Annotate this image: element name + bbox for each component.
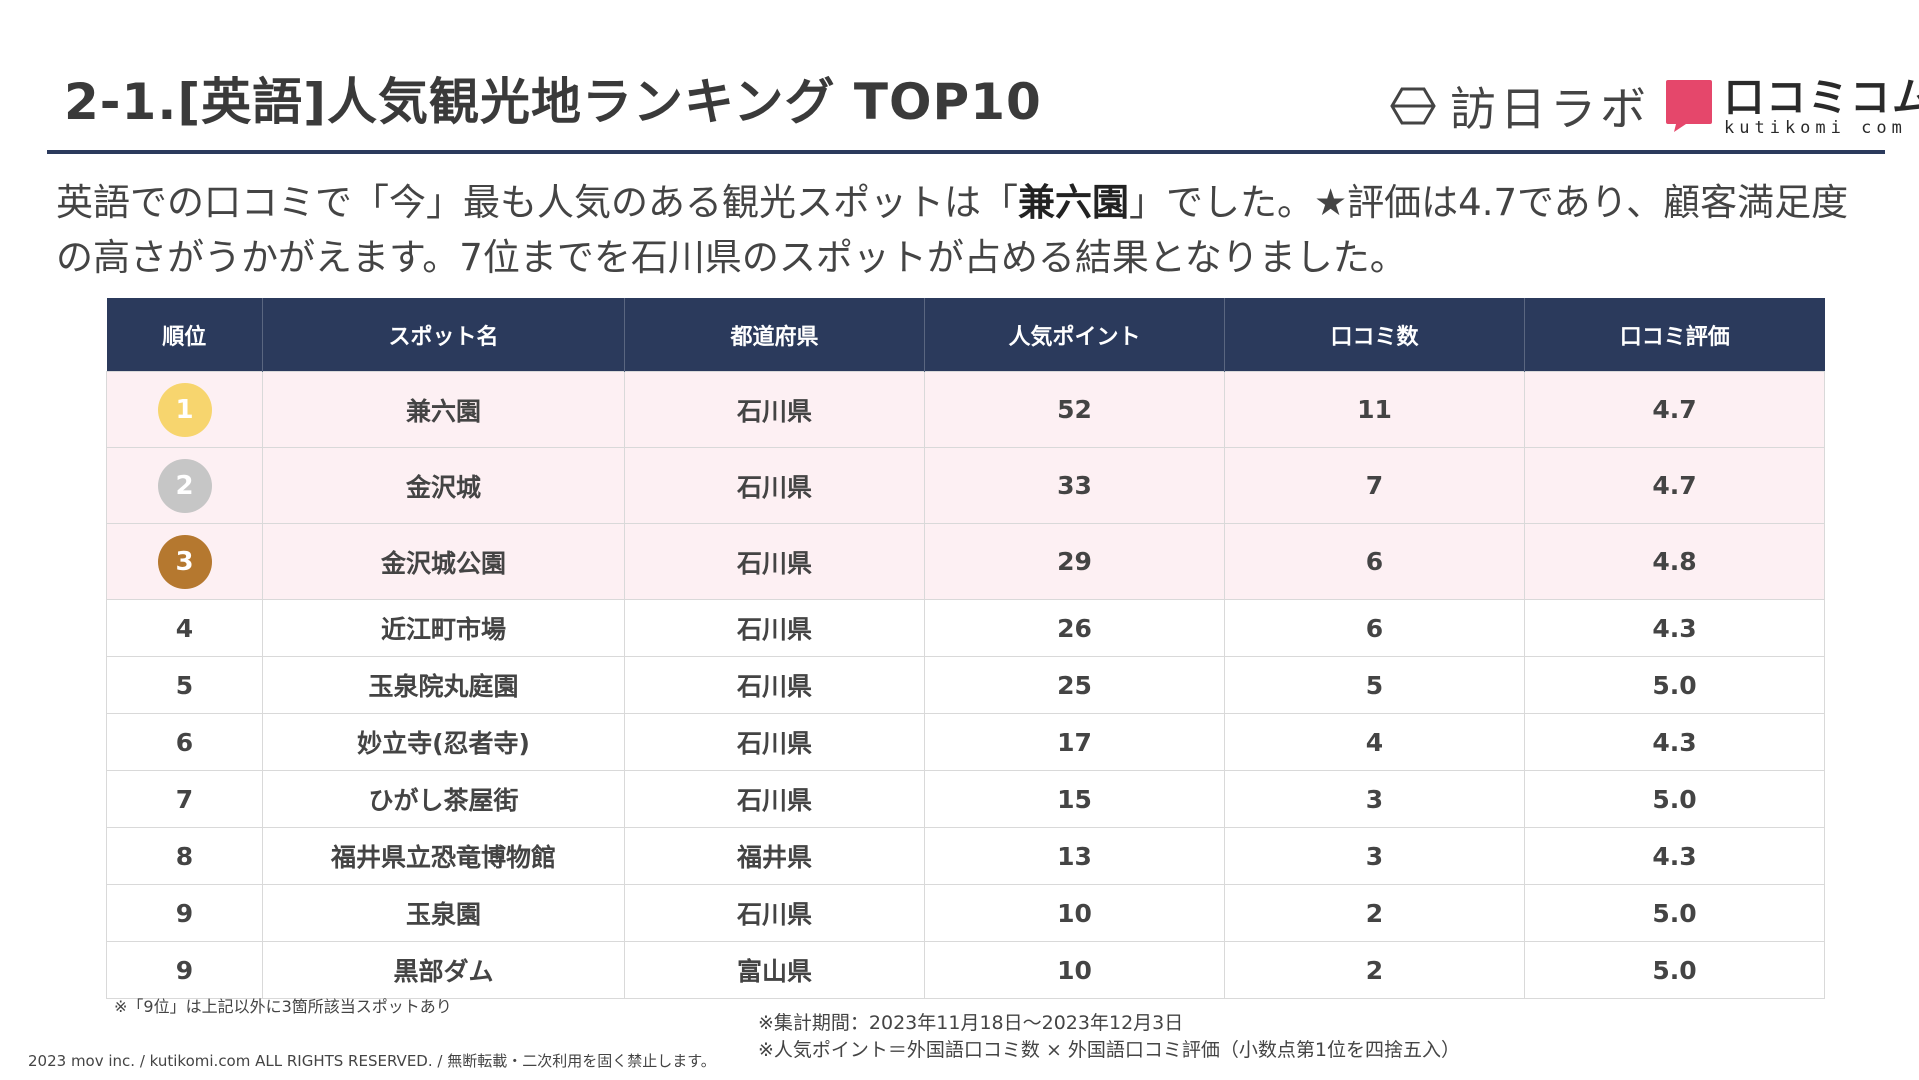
title-divider [47,150,1885,154]
points-cell: 26 [924,599,1225,657]
lead-paragraph: 英語での口コミで「今」最も人気のある観光スポットは「兼六園」でした。★評価は4.… [56,175,1866,285]
period-note: ※集計期間：2023年11月18日～2023年12月3日 [758,1012,1184,1034]
points-cell: 10 [924,884,1225,942]
tie-note: ※「9位」は上記以外に3箇所該当スポットあり [114,997,452,1016]
spot-name-cell: 玉泉院丸庭園 [262,656,625,714]
points-cell: 29 [924,523,1225,600]
table-row: 9 黒部ダム 富山県 10 2 5.0 [106,941,1825,999]
prefecture-cell: 石川県 [624,599,925,657]
table-row: 6 妙立寺(忍者寺) 石川県 17 4 4.3 [106,713,1825,771]
review-count-cell: 6 [1224,599,1525,657]
header-prefecture: 都道府県 [624,298,925,372]
rank-cell: 3 [106,523,263,600]
points-cell: 10 [924,941,1225,999]
prefecture-cell: 石川県 [624,884,925,942]
prefecture-cell: 石川県 [624,447,925,524]
formula-note: ※人気ポイント＝外国語口コミ数 × 外国語口コミ評価（小数点第1位を四捨五入） [758,1039,1461,1061]
rank-cell: 9 [106,941,263,999]
table-row: 7 ひがし茶屋街 石川県 15 3 5.0 [106,770,1825,828]
points-cell: 52 [924,371,1225,448]
review-count-cell: 2 [1224,941,1525,999]
table-row: 9 玉泉園 石川県 10 2 5.0 [106,884,1825,942]
points-cell: 33 [924,447,1225,524]
spot-name-cell: 近江町市場 [262,599,625,657]
spot-name-cell: 玉泉園 [262,884,625,942]
table-header-row: 順位 スポット名 都道府県 人気ポイント 口コミ数 口コミ評価 [106,298,1825,372]
lead-text-2: 」でした。★評価は4.7であり、顧客満足度の高さがうかがえます。7位までを石川県… [56,181,1849,279]
review-count-cell: 6 [1224,523,1525,600]
review-count-cell: 3 [1224,770,1525,828]
bronze-medal-badge: 3 [157,534,212,589]
rank-cell: 8 [106,827,263,885]
header-review-rating: 口コミ評価 [1524,298,1825,372]
silver-medal-badge: 2 [157,458,212,513]
spot-name-cell: 黒部ダム [262,941,625,999]
rank-cell: 6 [106,713,263,771]
table-row: 1 兼六園 石川県 52 11 4.7 [106,371,1825,448]
review-count-cell: 3 [1224,827,1525,885]
table-row: 5 玉泉院丸庭園 石川県 25 5 5.0 [106,656,1825,714]
rating-cell: 5.0 [1524,941,1825,999]
kutikomi-jp-text: 口コミコム [1724,75,1919,121]
rank-cell: 9 [106,884,263,942]
copyright-footer: 2023 mov inc. / kutikomi.com ALL RIGHTS … [28,1052,716,1070]
review-count-cell: 7 [1224,447,1525,524]
speech-bubble-icon [1666,80,1712,132]
rating-cell: 5.0 [1524,656,1825,714]
method-notes: ※集計期間：2023年11月18日～2023年12月3日 ※人気ポイント＝外国語… [758,1010,1460,1064]
header-rank: 順位 [106,298,263,372]
page-title: 2-1.[英語]人気観光地ランキング TOP10 [64,73,1042,131]
gold-medal-badge: 1 [157,382,212,437]
rating-cell: 4.3 [1524,599,1825,657]
points-cell: 15 [924,770,1225,828]
rating-cell: 4.8 [1524,523,1825,600]
spot-name-cell: 金沢城 [262,447,625,524]
review-count-cell: 4 [1224,713,1525,771]
prefecture-cell: 石川県 [624,523,925,600]
houjin-lab-text: 訪日ラボ [1450,82,1650,136]
rating-cell: 4.7 [1524,447,1825,524]
spot-name-cell: 妙立寺(忍者寺) [262,713,625,771]
table-row: 3 金沢城公園 石川県 29 6 4.8 [106,523,1825,600]
rating-cell: 5.0 [1524,884,1825,942]
spot-name-cell: 兼六園 [262,371,625,448]
prefecture-cell: 石川県 [624,770,925,828]
prefecture-cell: 福井県 [624,827,925,885]
kutikomi-en-text: kutikomi com [1724,118,1907,138]
table-row: 4 近江町市場 石川県 26 6 4.3 [106,599,1825,657]
spot-name-cell: ひがし茶屋街 [262,770,625,828]
rank-cell: 5 [106,656,263,714]
points-cell: 13 [924,827,1225,885]
header-points: 人気ポイント [924,298,1225,372]
review-count-cell: 11 [1224,371,1525,448]
prefecture-cell: 石川県 [624,656,925,714]
table-row: 2 金沢城 石川県 33 7 4.7 [106,447,1825,524]
lead-text-1: 英語での口コミで「今」最も人気のある観光スポットは「 [56,181,1018,224]
table-row: 8 福井県立恐竜博物館 福井県 13 3 4.3 [106,827,1825,885]
rating-cell: 4.7 [1524,371,1825,448]
ranking-table: 順位 スポット名 都道府県 人気ポイント 口コミ数 口コミ評価 1 兼六園 石川… [106,298,1825,999]
prefecture-cell: 富山県 [624,941,925,999]
rating-cell: 4.3 [1524,827,1825,885]
rank-cell: 7 [106,770,263,828]
points-cell: 25 [924,656,1225,714]
rank-cell: 1 [106,371,263,448]
review-count-cell: 5 [1224,656,1525,714]
houjin-lab-logo: 訪日ラボ [1390,78,1650,136]
rating-cell: 5.0 [1524,770,1825,828]
spot-name-cell: 金沢城公園 [262,523,625,600]
rating-cell: 4.3 [1524,713,1825,771]
spot-name-cell: 福井県立恐竜博物館 [262,827,625,885]
header-spot-name: スポット名 [262,298,625,372]
rank-cell: 2 [106,447,263,524]
kutikomi-logo: 口コミコム kutikomi com [1664,78,1919,138]
lead-highlight: 兼六園 [1018,181,1129,224]
hexagon-icon [1390,87,1436,125]
prefecture-cell: 石川県 [624,371,925,448]
header-review-count: 口コミ数 [1224,298,1525,372]
review-count-cell: 2 [1224,884,1525,942]
rank-cell: 4 [106,599,263,657]
points-cell: 17 [924,713,1225,771]
prefecture-cell: 石川県 [624,713,925,771]
